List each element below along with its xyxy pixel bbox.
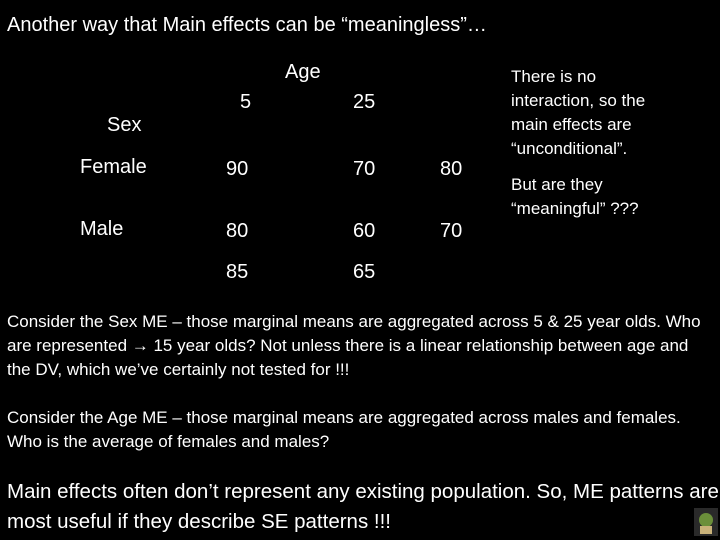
cell: 90 <box>226 158 249 180</box>
side-note: There is no interaction, so the main eff… <box>511 67 646 158</box>
side-note: But are they “meaningful” ??? <box>511 175 639 218</box>
paragraph: Consider the Sex ME – those marginal mea… <box>7 312 701 379</box>
sex-label: Sex <box>107 114 142 136</box>
col-marginal: 65 <box>353 261 376 283</box>
logo-icon <box>694 508 718 536</box>
age-label: Age <box>285 61 321 83</box>
paragraph: Main effects often don’t represent any e… <box>7 480 719 533</box>
row-marginal: 80 <box>440 158 463 180</box>
row-label: Female <box>80 156 147 178</box>
icon-body <box>700 526 712 534</box>
title: Another way that Main effects can be “me… <box>7 14 487 36</box>
cell: 70 <box>353 158 376 180</box>
col-marginal: 85 <box>226 261 249 283</box>
cell: 80 <box>226 220 249 242</box>
paragraph: Consider the Age ME – those marginal mea… <box>7 408 681 451</box>
col-level: 25 <box>353 91 376 113</box>
row-label: Male <box>80 218 124 240</box>
row-marginal: 70 <box>440 220 463 242</box>
icon-head <box>699 513 713 527</box>
cell: 60 <box>353 220 376 242</box>
col-level: 5 <box>240 91 252 113</box>
